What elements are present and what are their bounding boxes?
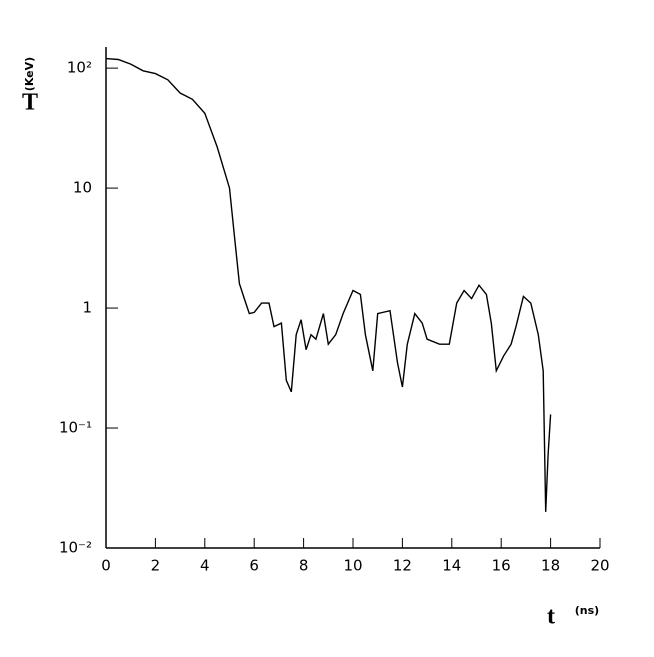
x-tick-label: 6 xyxy=(249,557,259,575)
y-tick-label: 10 xyxy=(73,179,92,197)
x-tick-label: 12 xyxy=(393,557,412,575)
x-tick-label: 20 xyxy=(590,557,609,575)
y-axis-label: T xyxy=(22,90,38,116)
data-line xyxy=(105,57,552,512)
y-tick-label: 10⁻¹ xyxy=(59,419,92,437)
x-tick-label: 16 xyxy=(492,557,511,575)
x-tick-label: 14 xyxy=(442,557,461,575)
x-tick-label: 10 xyxy=(343,557,362,575)
x-axis-unit: (ns) xyxy=(575,604,599,617)
x-axis-label: t xyxy=(547,604,555,630)
x-tick-label: 2 xyxy=(151,557,161,575)
y-tick-label: 1 xyxy=(82,299,92,317)
y-tick-label: 10⁻² xyxy=(59,539,92,557)
x-tick-label: 18 xyxy=(541,557,560,575)
y-tick-label: 10² xyxy=(67,59,92,77)
x-tick-label: 0 xyxy=(101,557,111,575)
x-tick-label: 8 xyxy=(299,557,309,575)
x-tick-label: 4 xyxy=(200,557,210,575)
y-axis-unit: (KeV) xyxy=(23,57,36,91)
